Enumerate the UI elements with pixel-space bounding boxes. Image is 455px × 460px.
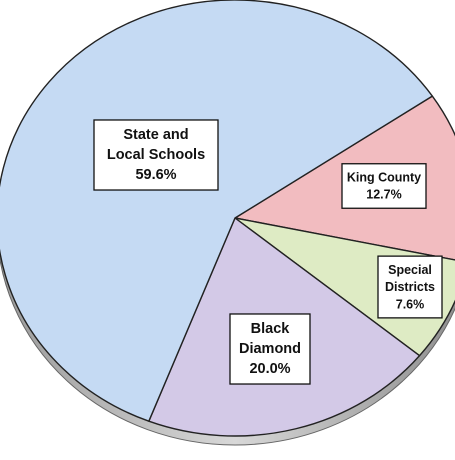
slice-labels: State and Local Schools 59.6% King County 12… (93, 119, 443, 385)
value-label: 12.7% (366, 188, 401, 202)
label-king-county: King County 12.7% (341, 163, 427, 209)
category-label: Special (388, 263, 432, 277)
value-label: 20.0% (249, 361, 290, 377)
slice-special-districts (234, 217, 455, 357)
category-label: Diamond (239, 341, 301, 357)
label-box (93, 119, 219, 191)
category-label: State and (123, 127, 188, 143)
category-label: Districts (385, 280, 435, 294)
value-label: 7.6% (396, 297, 425, 311)
label-box (341, 163, 427, 209)
label-special-districts: Special Districts 7.6% (377, 255, 443, 319)
category-label: Local Schools (107, 147, 205, 163)
category-label: King County (347, 170, 421, 184)
label-state-local-schools: State and Local Schools 59.6% (93, 119, 219, 191)
pie-slices (0, 0, 455, 437)
label-black-diamond: Black Diamond 20.0% (229, 313, 311, 385)
slice-state-local-schools (0, 0, 434, 422)
label-box (377, 255, 443, 319)
label-box (229, 313, 311, 385)
category-label: Black (251, 321, 291, 337)
value-label: 59.6% (135, 167, 176, 183)
